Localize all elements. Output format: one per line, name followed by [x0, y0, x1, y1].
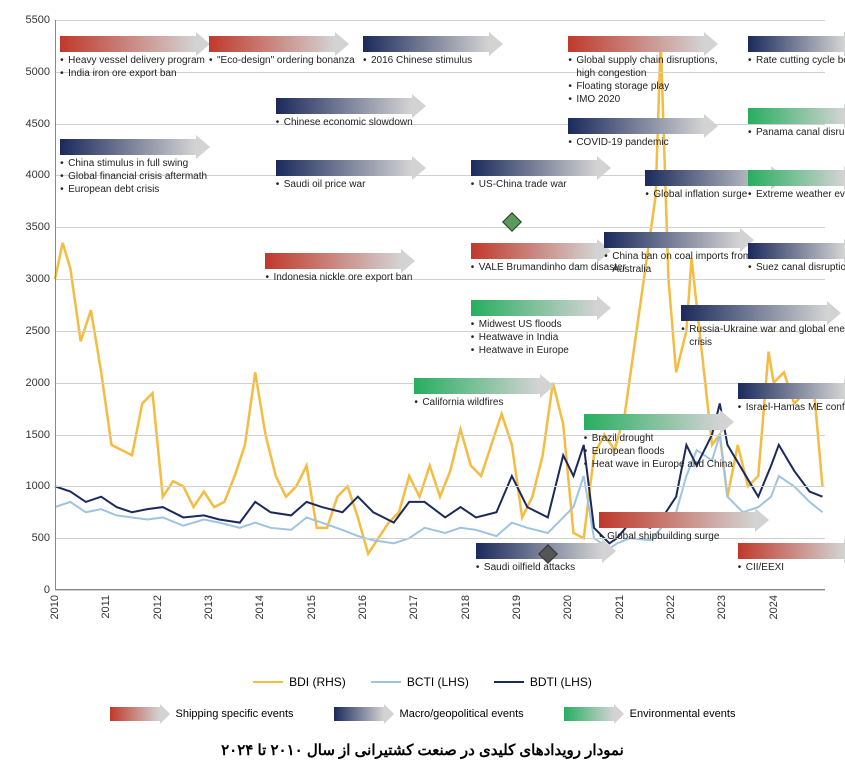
legend-item: BCTI (LHS)	[371, 675, 469, 689]
event-arrow	[748, 243, 845, 259]
y-tick-label: 5500	[26, 14, 50, 26]
event-label: Suez canal disruption	[748, 261, 845, 274]
event-label: Global shipbuilding surge	[599, 530, 789, 543]
y-tick-label: 4500	[26, 118, 50, 130]
event-label: Midwest US floodsHeatwave in IndiaHeatwa…	[471, 318, 631, 357]
x-tick-label: 2015	[306, 595, 318, 619]
y-tick-label: 3000	[26, 273, 50, 285]
event-arrow	[471, 300, 611, 316]
event-arrow	[471, 243, 611, 259]
legend-category-label: Macro/geopolitical events	[400, 708, 524, 720]
event-label: COVID-19 pandemic	[568, 136, 738, 149]
event-label: Global supply chain disruptions, high co…	[568, 54, 738, 106]
event-label: Saudi oilfield attacks	[476, 561, 636, 574]
event-label: Russia-Ukraine war and global energy cri…	[681, 323, 845, 349]
event-arrow	[748, 108, 845, 124]
legend-series: BDI (RHS) BCTI (LHS) BDTI (LHS)	[10, 675, 835, 689]
event-label: Rate cutting cycle begins	[748, 54, 845, 67]
event-arrow	[60, 36, 210, 52]
event-arrow	[209, 36, 349, 52]
event-arrow	[738, 543, 845, 559]
event-arrow	[568, 36, 718, 52]
y-tick-label: 3500	[26, 221, 50, 233]
x-tick-label: 2011	[100, 595, 112, 619]
event-label: Israel-Hamas ME conflict	[738, 401, 845, 414]
legend-category: Shipping specific events	[110, 707, 294, 721]
x-tick-label: 2021	[614, 595, 626, 619]
event-arrow	[748, 170, 845, 186]
y-tick-label: 5000	[26, 66, 50, 78]
event-label: Brazil droughtEuropean floodsHeat wave i…	[584, 432, 754, 471]
event-label: China stimulus in full swingGlobal finan…	[60, 157, 230, 196]
x-tick-label: 2014	[254, 595, 266, 619]
x-tick-label: 2020	[562, 595, 574, 619]
x-tick-label: 2023	[716, 595, 728, 619]
legend-category: Macro/geopolitical events	[334, 707, 524, 721]
x-tick-label: 2013	[203, 595, 215, 619]
event-arrow	[738, 383, 845, 399]
event-arrow	[363, 36, 503, 52]
event-arrow	[276, 98, 426, 114]
gridline	[55, 279, 825, 280]
event-arrow	[60, 139, 210, 155]
y-tick-label: 4000	[26, 169, 50, 181]
event-label: "Eco-design" ordering bonanza	[209, 54, 369, 67]
x-tick-label: 2022	[665, 595, 677, 619]
plot-area: 0500100015002000250030003500400045005000…	[55, 20, 825, 590]
event-label: Panama canal disruption	[748, 126, 845, 139]
y-tick-label: 2500	[26, 325, 50, 337]
event-arrow	[599, 512, 769, 528]
x-tick-label: 2010	[49, 595, 61, 619]
event-arrow	[568, 118, 718, 134]
legend-category: Environmental events	[564, 707, 736, 721]
legend-label: BDI (RHS)	[289, 675, 346, 689]
gridline	[55, 590, 825, 591]
event-arrow	[471, 160, 611, 176]
x-tick-label: 2018	[460, 595, 472, 619]
gridline	[55, 486, 825, 487]
event-label: US-China trade war	[471, 178, 631, 191]
gridline	[55, 20, 825, 21]
legend-category-label: Shipping specific events	[176, 708, 294, 720]
gridline	[55, 227, 825, 228]
event-arrow	[748, 36, 845, 52]
event-label: Chinese economic slowdown	[276, 116, 446, 129]
event-arrow	[681, 305, 841, 321]
event-label: Saudi oil price war	[276, 178, 446, 191]
event-label: Extreme weather events	[748, 188, 845, 201]
event-arrow	[584, 414, 734, 430]
chart-container: 0500100015002000250030003500400045005000…	[10, 10, 835, 630]
y-tick-label: 1500	[26, 429, 50, 441]
legend-label: BDTI (LHS)	[530, 675, 592, 689]
y-tick-label: 500	[32, 532, 50, 544]
legend-item: BDTI (LHS)	[494, 675, 592, 689]
x-tick-label: 2016	[357, 595, 369, 619]
event-label: Indonesia nickle ore export ban	[265, 271, 435, 284]
legend-label: BCTI (LHS)	[407, 675, 469, 689]
event-label: CII/EEXI	[738, 561, 845, 574]
event-arrow	[265, 253, 415, 269]
event-label: 2016 Chinese stimulus	[363, 54, 523, 67]
legend-item: BDI (RHS)	[253, 675, 346, 689]
event-label: Heavy vessel delivery programIndia iron …	[60, 54, 230, 80]
event-arrow	[276, 160, 426, 176]
event-label: California wildfires	[414, 396, 574, 409]
event-arrow	[604, 232, 754, 248]
legend-categories: Shipping specific events Macro/geopolitic…	[10, 707, 835, 721]
y-tick-label: 2000	[26, 377, 50, 389]
y-tick-label: 1000	[26, 480, 50, 492]
x-tick-label: 2017	[408, 595, 420, 619]
x-tick-label: 2024	[768, 595, 780, 619]
x-tick-label: 2019	[511, 595, 523, 619]
legend-category-label: Environmental events	[630, 708, 736, 720]
event-arrow	[414, 378, 554, 394]
chart-caption: نمودار رویدادهای کلیدی در صنعت کشتیرانی …	[10, 741, 835, 759]
x-tick-label: 2012	[152, 595, 164, 619]
